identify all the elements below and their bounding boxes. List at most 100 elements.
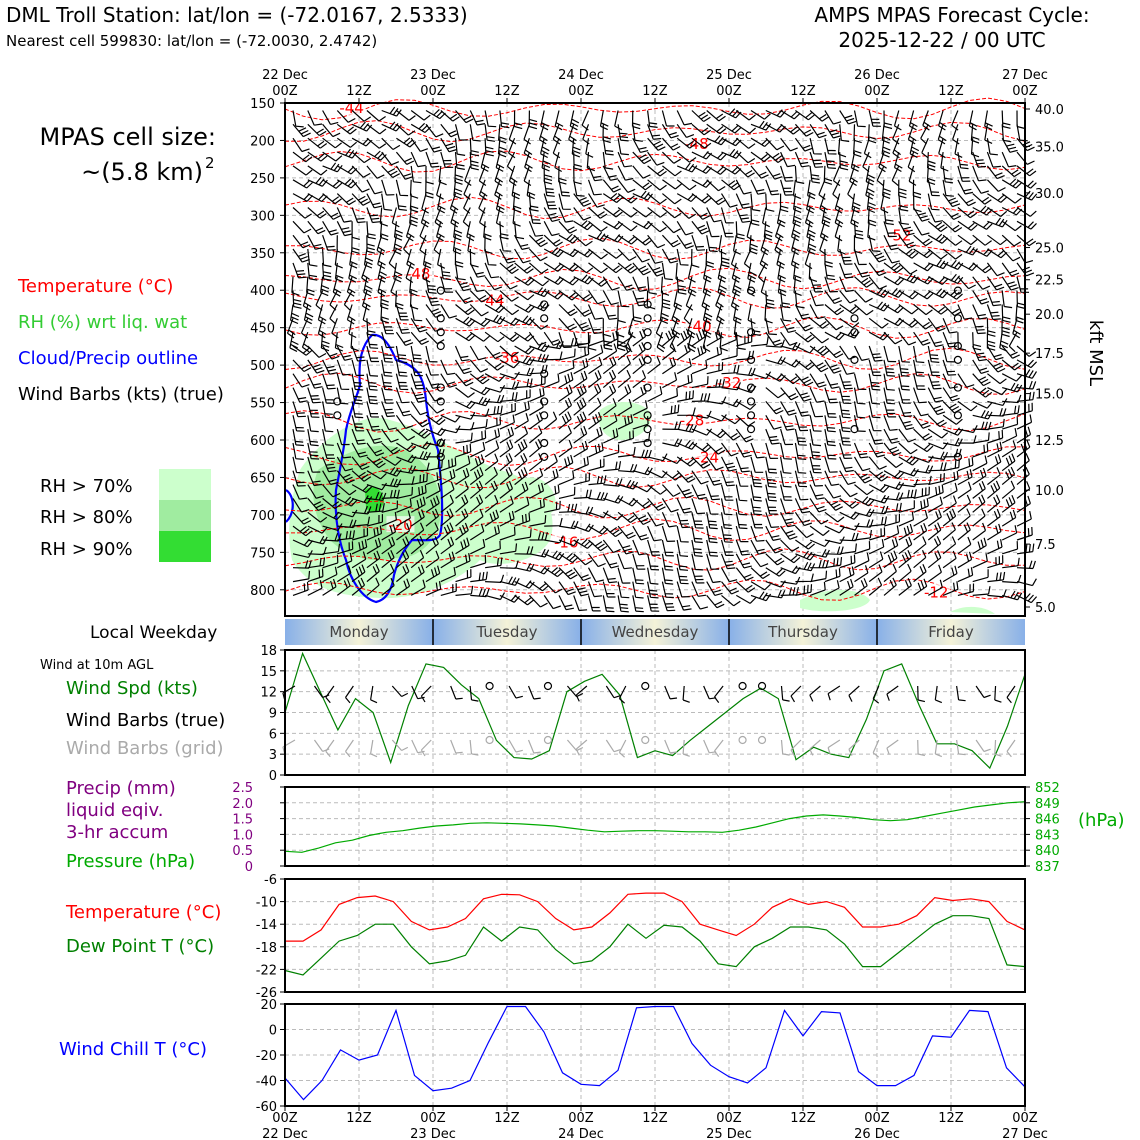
wind-barb	[508, 165, 518, 187]
wind-barb	[809, 581, 826, 596]
wind-barb	[661, 290, 671, 310]
wind-barb	[705, 248, 715, 268]
wind-barb	[543, 207, 560, 222]
wind-barb	[558, 207, 574, 223]
wind-barb	[780, 484, 793, 501]
wind-barb	[927, 233, 949, 244]
wind-barb	[508, 739, 523, 753]
wind-barb	[602, 262, 623, 274]
wind-barb	[676, 179, 697, 191]
wind-barb	[425, 387, 443, 402]
wind-barb	[942, 359, 957, 376]
wind-barb	[381, 478, 402, 488]
wind-barb	[765, 470, 777, 488]
temperature-contour	[284, 97, 1026, 121]
wind-barb	[554, 151, 563, 173]
wind-speed-line	[284, 651, 1026, 770]
wind-barb	[898, 304, 919, 315]
wind-barb	[1001, 290, 1013, 309]
wind-barb	[706, 512, 718, 530]
wind-barb	[691, 110, 711, 123]
wind-barb	[661, 539, 674, 557]
wind-barb	[336, 345, 353, 361]
wind-barb	[292, 484, 308, 500]
wind-barb	[794, 525, 814, 539]
wind-barb	[499, 439, 514, 458]
wind-barb	[952, 124, 960, 145]
wind-barb	[691, 376, 709, 389]
wind-barb	[691, 410, 712, 419]
wind-barb	[972, 151, 987, 168]
wind-barb	[868, 373, 881, 391]
wind-barb	[440, 359, 456, 376]
wind-barb	[750, 591, 772, 602]
wind-barb	[848, 739, 860, 756]
wind-barb	[351, 428, 366, 445]
wind-barb	[824, 248, 833, 268]
wind-barb	[336, 178, 358, 189]
wind-barb	[780, 586, 799, 596]
wind-barb	[891, 165, 900, 187]
wind-barb	[942, 437, 963, 447]
wind-barb	[588, 248, 608, 260]
wind-barb	[1001, 453, 1016, 472]
wind-barb	[750, 207, 760, 226]
wind-barb	[307, 123, 327, 137]
wind-barb	[868, 564, 883, 583]
wind-barb	[721, 123, 742, 134]
wind-barb	[853, 456, 871, 472]
wind-barb	[913, 304, 933, 316]
wind-barb	[602, 192, 623, 203]
calm-circle	[738, 735, 747, 745]
wind-barb	[543, 484, 560, 499]
wind-barb	[455, 316, 476, 327]
wind-barb	[824, 304, 845, 316]
wind-barb	[602, 553, 619, 569]
wind-barb	[292, 359, 312, 373]
wind-barb	[647, 498, 666, 511]
wind-barb	[868, 484, 890, 493]
y-tick-label: 750	[250, 546, 275, 561]
wind-barb	[750, 470, 763, 488]
wind-barb	[543, 331, 562, 346]
wind-barb	[632, 276, 648, 292]
wind-barb	[366, 193, 383, 209]
wind-barb	[336, 123, 357, 135]
wind-barb	[898, 428, 917, 443]
wind-barb	[543, 290, 565, 300]
wind-barb	[381, 442, 401, 455]
wind-barb	[307, 373, 323, 389]
wind-barb	[853, 401, 866, 419]
wind-barb	[827, 739, 841, 755]
wind-barb	[735, 414, 756, 427]
wind-barb	[795, 573, 814, 583]
wind-barb	[336, 578, 351, 596]
wind-barb	[617, 355, 631, 375]
calm-circle	[540, 397, 549, 406]
wind-barb	[1016, 179, 1037, 189]
wind-barb	[455, 387, 475, 398]
wind-barb	[410, 550, 425, 569]
wind-barb	[691, 123, 712, 136]
wind-barb	[794, 387, 812, 402]
wind-barb	[449, 193, 459, 214]
wind-barb	[662, 388, 678, 402]
wind-barb	[514, 529, 532, 541]
wind-barb	[987, 523, 1002, 541]
wind-barb	[720, 512, 733, 530]
wind-barb	[469, 110, 486, 126]
wind-barb	[824, 359, 842, 374]
wind-barb	[883, 331, 903, 345]
wind-barb	[934, 739, 943, 758]
wind-barb	[807, 179, 816, 200]
wind-barb	[366, 221, 376, 240]
wind-barb	[735, 470, 749, 487]
wind-barb	[573, 456, 589, 472]
wind-barb	[322, 523, 343, 531]
wind-barb	[410, 522, 425, 541]
wind-barb	[617, 414, 634, 430]
wind-barb	[440, 457, 457, 472]
weekday-strip: Monday Tuesday Wednesday Thursday Friday	[285, 619, 1025, 645]
wind-barb	[440, 567, 456, 583]
wind-barb	[647, 234, 666, 249]
